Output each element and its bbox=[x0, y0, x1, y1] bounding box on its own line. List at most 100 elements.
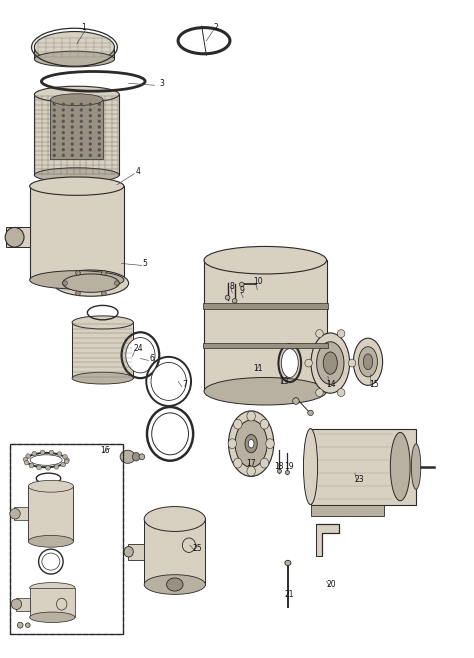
Polygon shape bbox=[310, 505, 384, 517]
Ellipse shape bbox=[225, 295, 230, 300]
Ellipse shape bbox=[80, 131, 83, 134]
Ellipse shape bbox=[71, 154, 74, 157]
Polygon shape bbox=[204, 260, 327, 392]
Ellipse shape bbox=[26, 623, 30, 628]
Ellipse shape bbox=[292, 398, 299, 405]
Ellipse shape bbox=[80, 120, 83, 123]
Ellipse shape bbox=[358, 347, 377, 377]
Text: 1: 1 bbox=[82, 23, 86, 32]
Ellipse shape bbox=[61, 463, 65, 467]
Ellipse shape bbox=[18, 622, 23, 628]
Ellipse shape bbox=[53, 154, 56, 157]
Ellipse shape bbox=[23, 457, 28, 462]
Ellipse shape bbox=[49, 450, 54, 455]
Ellipse shape bbox=[30, 582, 75, 593]
Ellipse shape bbox=[36, 465, 41, 470]
Ellipse shape bbox=[42, 553, 60, 570]
Ellipse shape bbox=[124, 547, 133, 557]
Ellipse shape bbox=[228, 411, 274, 476]
Text: 2: 2 bbox=[213, 23, 218, 32]
Ellipse shape bbox=[311, 333, 350, 393]
Ellipse shape bbox=[53, 114, 56, 117]
Ellipse shape bbox=[35, 86, 119, 103]
Ellipse shape bbox=[71, 120, 74, 123]
Ellipse shape bbox=[71, 114, 74, 117]
Ellipse shape bbox=[80, 142, 83, 145]
Text: 25: 25 bbox=[192, 544, 202, 553]
Ellipse shape bbox=[40, 450, 45, 455]
Ellipse shape bbox=[348, 359, 356, 367]
Ellipse shape bbox=[89, 142, 92, 145]
Ellipse shape bbox=[71, 142, 74, 145]
Ellipse shape bbox=[80, 125, 83, 128]
Ellipse shape bbox=[51, 94, 103, 105]
Ellipse shape bbox=[11, 599, 22, 609]
Ellipse shape bbox=[266, 439, 274, 449]
Ellipse shape bbox=[30, 455, 62, 465]
Ellipse shape bbox=[247, 467, 255, 476]
Ellipse shape bbox=[71, 137, 74, 140]
Ellipse shape bbox=[247, 411, 255, 421]
Ellipse shape bbox=[285, 470, 290, 474]
Ellipse shape bbox=[62, 109, 65, 112]
Ellipse shape bbox=[62, 120, 65, 123]
Polygon shape bbox=[28, 486, 73, 542]
Polygon shape bbox=[14, 507, 28, 520]
Ellipse shape bbox=[126, 338, 155, 373]
Ellipse shape bbox=[28, 536, 73, 547]
Polygon shape bbox=[72, 322, 133, 378]
Ellipse shape bbox=[337, 389, 345, 397]
Ellipse shape bbox=[53, 120, 56, 123]
Ellipse shape bbox=[62, 131, 65, 134]
Ellipse shape bbox=[57, 452, 62, 456]
Ellipse shape bbox=[120, 450, 135, 463]
Ellipse shape bbox=[89, 109, 92, 112]
Text: 5: 5 bbox=[143, 259, 147, 268]
Ellipse shape bbox=[411, 443, 421, 490]
Ellipse shape bbox=[29, 463, 34, 468]
Ellipse shape bbox=[390, 432, 410, 501]
Ellipse shape bbox=[24, 461, 29, 465]
Ellipse shape bbox=[80, 109, 83, 112]
Ellipse shape bbox=[53, 131, 56, 134]
Text: 8: 8 bbox=[230, 282, 235, 291]
Ellipse shape bbox=[260, 458, 269, 468]
Ellipse shape bbox=[239, 282, 244, 287]
Text: 24: 24 bbox=[133, 344, 143, 353]
Text: 21: 21 bbox=[284, 590, 293, 599]
Ellipse shape bbox=[354, 338, 383, 386]
Ellipse shape bbox=[98, 137, 101, 140]
Text: 10: 10 bbox=[254, 277, 263, 286]
Ellipse shape bbox=[166, 578, 183, 591]
Ellipse shape bbox=[235, 420, 267, 467]
Ellipse shape bbox=[76, 291, 80, 295]
Polygon shape bbox=[6, 228, 30, 247]
Ellipse shape bbox=[183, 31, 225, 51]
Text: 4: 4 bbox=[136, 167, 140, 176]
Ellipse shape bbox=[64, 459, 69, 464]
Ellipse shape bbox=[80, 137, 83, 140]
Ellipse shape bbox=[308, 410, 313, 415]
Ellipse shape bbox=[30, 270, 124, 289]
Ellipse shape bbox=[64, 458, 69, 463]
Text: 15: 15 bbox=[369, 380, 378, 389]
Ellipse shape bbox=[5, 228, 24, 247]
Polygon shape bbox=[316, 524, 339, 557]
Polygon shape bbox=[35, 47, 115, 59]
Text: 17: 17 bbox=[246, 459, 256, 468]
Ellipse shape bbox=[71, 109, 74, 112]
Ellipse shape bbox=[98, 148, 101, 151]
Ellipse shape bbox=[80, 148, 83, 151]
Ellipse shape bbox=[337, 330, 345, 338]
Ellipse shape bbox=[63, 274, 119, 292]
Ellipse shape bbox=[10, 509, 20, 519]
Ellipse shape bbox=[232, 299, 237, 303]
Ellipse shape bbox=[62, 114, 65, 117]
Ellipse shape bbox=[62, 142, 65, 145]
Ellipse shape bbox=[46, 466, 50, 470]
Ellipse shape bbox=[228, 439, 237, 449]
Ellipse shape bbox=[30, 177, 124, 195]
Ellipse shape bbox=[35, 168, 119, 182]
Ellipse shape bbox=[305, 359, 312, 367]
Ellipse shape bbox=[71, 148, 74, 151]
